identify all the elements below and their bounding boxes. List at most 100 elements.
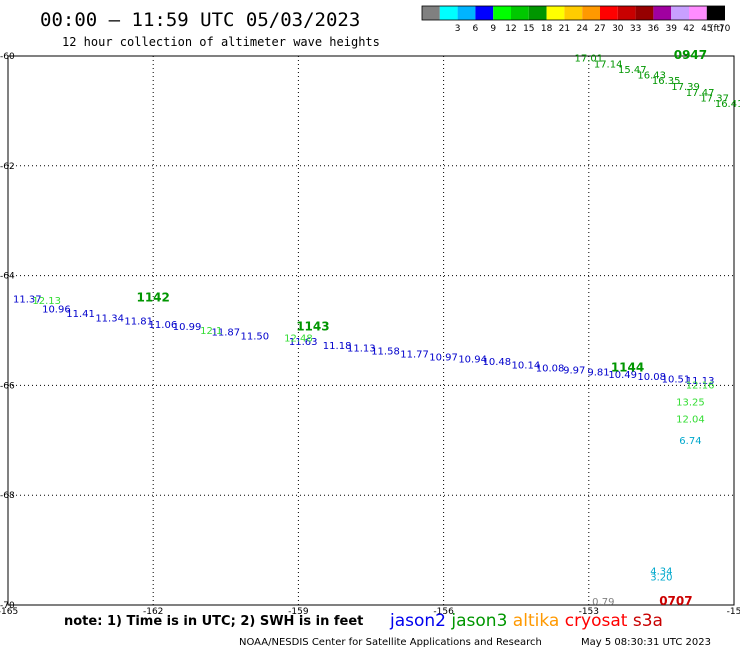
legend-swatch (671, 6, 689, 20)
legend-label: 42 (683, 24, 694, 34)
y-tick-label: -62 (0, 162, 15, 172)
satellite-name: jason3 (446, 611, 507, 631)
legend-label: 3 (455, 24, 461, 34)
pass-time-label: 1143 (296, 320, 329, 334)
x-tick-label: -153 (579, 607, 599, 617)
swh-label: 10.97 (429, 352, 458, 363)
y-tick-label: -70 (0, 601, 15, 611)
legend-unit: (ft) (710, 24, 724, 34)
grid (8, 56, 734, 605)
swh-label: 10.94 (458, 354, 487, 365)
legend-label: 18 (541, 24, 553, 34)
swh-label: 11.13 (347, 344, 376, 355)
legend-label: 15 (523, 24, 534, 34)
legend-swatch (600, 6, 618, 20)
legend-swatch (511, 6, 529, 20)
satellite-legend: jason2 jason3 altika cryosat s3a (389, 611, 663, 631)
pass-time-labels: 1142 1143 0947 1144 0707 (136, 48, 707, 608)
swh-label: 12.16 (686, 380, 715, 391)
swh-label: 11.34 (95, 313, 124, 324)
swh-label: 0.79 (592, 597, 614, 608)
swh-label: 16.41 (715, 99, 740, 110)
legend-label: 70 (719, 24, 731, 34)
footer-timestamp: May 5 08:30:31 UTC 2023 (581, 637, 711, 648)
swh-label: 17.01 (574, 54, 603, 65)
swh-label: 11.58 (371, 346, 400, 357)
swh-label: 11.06 (149, 320, 178, 331)
legend-swatch (475, 6, 494, 20)
satellite-name: jason2 (389, 611, 446, 631)
footer-note: note: 1) Time is in UTC; 2) SWH is in fe… (64, 614, 363, 629)
pass-time-label: 0947 (674, 48, 707, 62)
swh-label: 10.08 (536, 363, 565, 374)
legend-swatch (546, 6, 565, 20)
x-axis-ticks: -165 -162 -159 -156 -153 -15 (0, 607, 740, 617)
legend-label: 27 (594, 24, 605, 34)
swh-label: 11.81 (124, 317, 153, 328)
swh-label: 17.37 (700, 94, 729, 105)
chart-title: 00:00 – 11:59 UTC 05/03/2023 (40, 9, 360, 31)
x-tick-label: -159 (288, 607, 309, 617)
y-tick-label: -64 (0, 272, 15, 282)
pass-time-label: 0707 (659, 594, 692, 608)
x-tick-label: -165 (0, 607, 18, 617)
swh-label: 6.74 (679, 436, 701, 447)
swh-label: 17.14 (594, 60, 623, 71)
legend-border (421, 5, 726, 21)
swh-label: 10.99 (173, 322, 202, 333)
x-tick-label: -156 (433, 607, 454, 617)
swh-label: 4.34 (650, 566, 672, 577)
swh-label: 16.35 (652, 76, 681, 87)
legend-label: 36 (648, 24, 660, 34)
y-tick-label: -68 (0, 491, 15, 501)
chart-subtitle: 12 hour collection of altimeter wave hei… (62, 35, 380, 49)
swh-label: 11.63 (289, 337, 318, 348)
legend-label: 33 (630, 24, 641, 34)
swh-label: 10.48 (483, 357, 512, 368)
legend-label: 45 (701, 24, 712, 34)
y-axis-ticks: -60 -62 -64 -66 -68 -70 (0, 52, 15, 611)
footer-credit: NOAA/NESDIS Center for Satellite Applica… (239, 637, 542, 648)
legend-swatch (653, 6, 672, 20)
legend-label: 6 (473, 24, 479, 34)
swh-label: 11.50 (241, 331, 270, 342)
swh-label: 11.41 (66, 309, 95, 320)
pass-time-label: 1142 (136, 291, 169, 305)
swh-label: 9.97 (563, 365, 585, 376)
legend-label: 24 (576, 24, 588, 34)
legend-swatch (493, 6, 511, 20)
legend-swatch (635, 6, 654, 20)
legend-swatch (564, 6, 583, 20)
satellite-name: cryosat (559, 611, 627, 631)
x-tick-label: -162 (143, 607, 163, 617)
legend-label: 30 (612, 24, 624, 34)
satellite-name: s3a (627, 611, 663, 631)
swh-label: 11.37 (13, 295, 42, 306)
swh-label: 11.77 (400, 350, 429, 361)
satellite-name: altika (507, 611, 559, 631)
swh-label: 3.20 (650, 572, 672, 583)
swh-label: 10.14 (512, 361, 541, 372)
swh-label: 9.81 (587, 368, 609, 379)
pass-time-label: 1144 (611, 360, 644, 374)
swh-label: 10.96 (42, 305, 71, 316)
swh-label: 11.87 (211, 328, 240, 339)
legend-label: 12 (505, 24, 516, 34)
swh-label: 17.47 (686, 88, 715, 99)
legend-swatch (582, 6, 600, 20)
swh-label: 16.43 (637, 71, 666, 82)
swh-label: 10.49 (608, 370, 637, 381)
swh-label: 10.51 (662, 374, 691, 385)
swh-label: 11.13 (686, 376, 715, 387)
y-tick-label: -66 (0, 381, 15, 391)
swh-label: 12.04 (676, 414, 705, 425)
swh-label: 17.39 (671, 82, 700, 93)
legend-swatch (617, 6, 636, 20)
swh-label: 10.08 (637, 372, 666, 383)
x-tick-label: -15 (727, 607, 740, 617)
plot-frame (7, 55, 735, 606)
swh-label: 11.18 (323, 341, 352, 352)
swh-label: 15.47 (618, 65, 647, 76)
